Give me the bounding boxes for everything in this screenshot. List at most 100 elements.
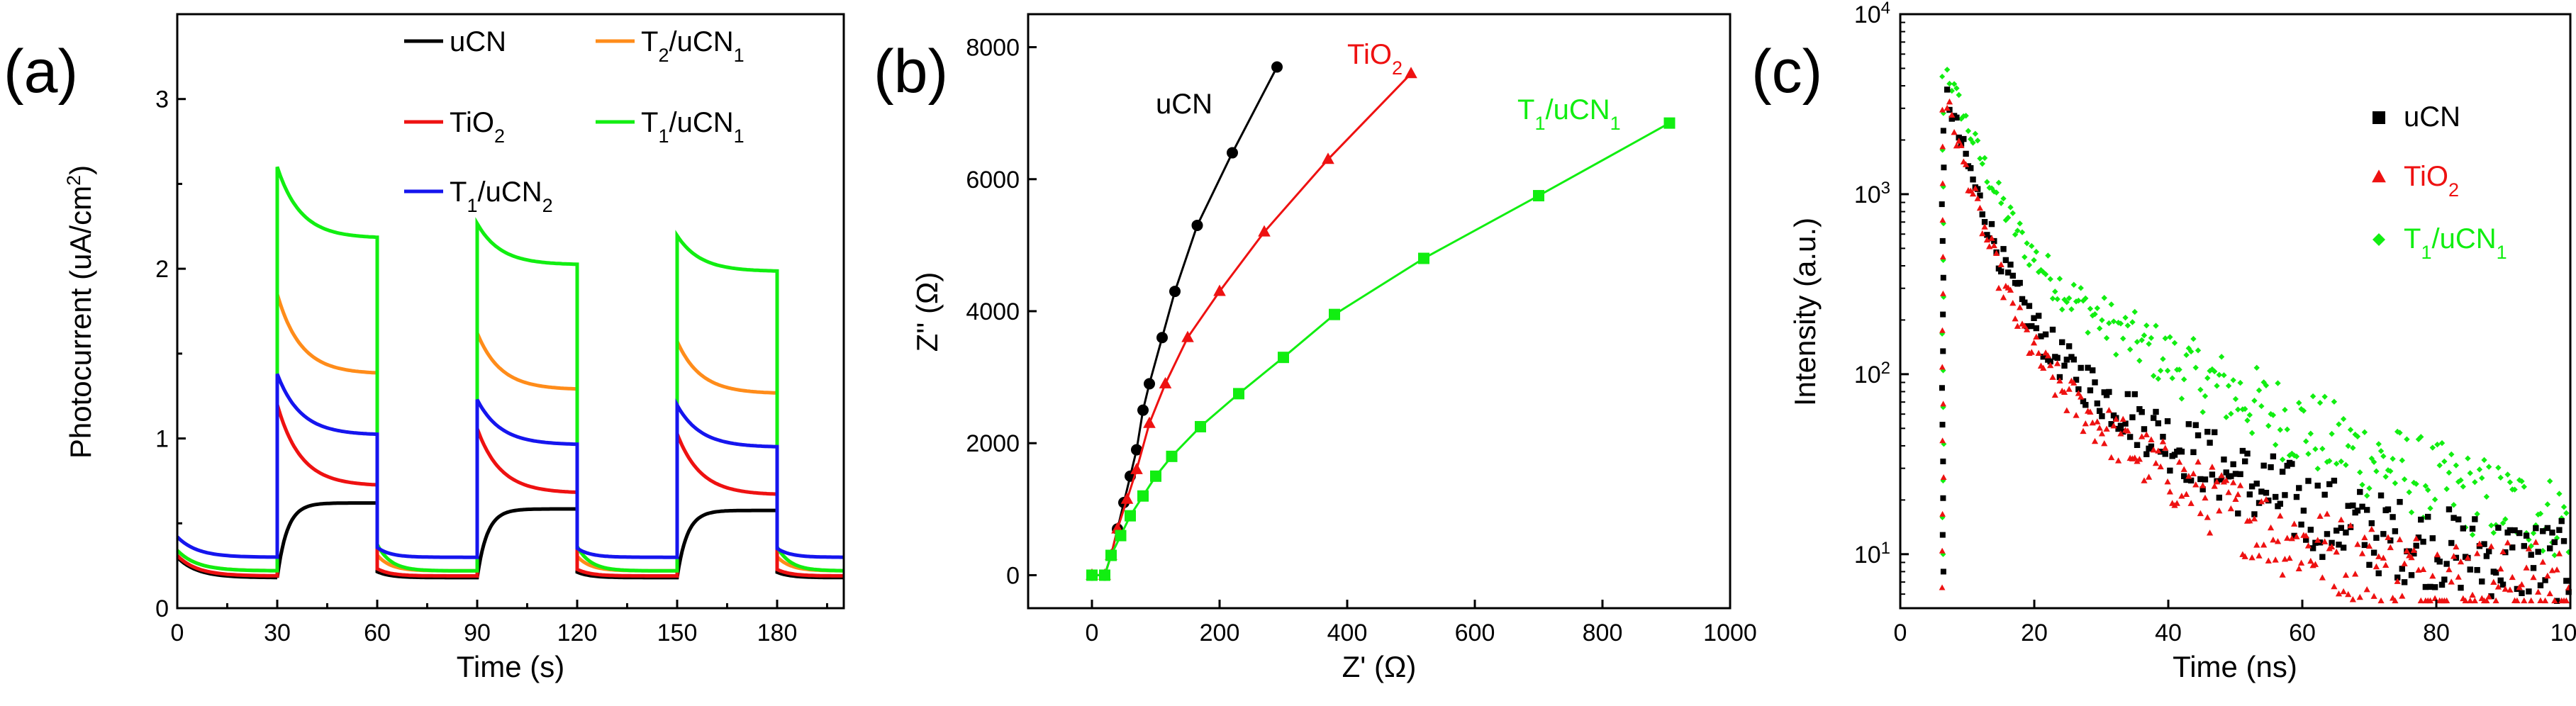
panel-c-point-uCN	[2467, 566, 2473, 573]
panel-c-point-uCN	[2385, 506, 2392, 512]
panel-c-point-TiO2	[2401, 560, 2408, 566]
panel-c-point-uCN	[2546, 545, 2553, 551]
panel-b-nyquist: (b) 0 200 400 600 800 1000 0 2000 4000 6000 8000 Z…	[874, 13, 1757, 683]
panel-c-point-uCN	[2411, 550, 2417, 557]
panel-c-point-uCN	[2253, 481, 2260, 487]
panel-c-point-TiO2	[2017, 304, 2024, 310]
panel-c-point-uCN	[2551, 539, 2558, 546]
panel-c-point-TiO2	[2297, 559, 2305, 566]
panel-c-point-uCN	[2427, 583, 2433, 590]
panel-c-point-T1/uCN1	[2282, 406, 2288, 413]
panel-c-point-T1/uCN1	[2499, 520, 2507, 527]
panel-c-point-uCN	[2148, 443, 2155, 450]
panel-c-point-TiO2	[2429, 572, 2436, 579]
panel-c-point-TiO2	[2087, 408, 2094, 415]
panel-c-point-T1/uCN1	[2331, 398, 2338, 405]
panel-c-point-TiO2	[2291, 520, 2298, 527]
panel-c-point-TiO2	[2352, 571, 2359, 577]
panel-c-point-TiO2	[1997, 261, 2005, 268]
panel-c-point-T1/uCN1	[2443, 486, 2450, 493]
panel-c-point-T1/uCN1	[2151, 373, 2157, 379]
panel-c-point-uCN	[2063, 357, 2070, 363]
label-text: T	[2404, 223, 2421, 254]
panel-c-point-TiO2	[2537, 597, 2544, 604]
panel-c-point-TiO2	[2523, 564, 2530, 571]
panel-c-point-uCN	[2007, 262, 2014, 268]
panel-c-point-TiO2	[2182, 491, 2190, 498]
panel-c-point-uCN	[2472, 516, 2478, 522]
panel-c-point-TiO2	[2195, 458, 2202, 465]
panel-c-point-T1/uCN1	[2099, 317, 2105, 323]
panel-c-point-TiO2	[2358, 550, 2366, 556]
panel-c-point-T1/uCN1	[2216, 371, 2223, 379]
panel-c-y-tick-exp: 1	[1881, 538, 1890, 557]
panel-c-point-uCN	[2239, 447, 2246, 454]
panel-c-point-TiO2	[2187, 500, 2195, 506]
panel-a-ylabel-part: Photocurrent (uA/cm	[64, 186, 97, 459]
panel-c-point-TiO2	[2365, 542, 2373, 549]
panel-b-series-label-T1/uCN1: T1/uCN1	[1517, 94, 1621, 134]
panel-c-point-TiO2	[2539, 559, 2546, 565]
panel-c-point-TiO2	[1939, 106, 1946, 113]
panel-b-x-tick-label: 0	[1086, 620, 1099, 646]
panel-c-point-TiO2	[2012, 315, 2019, 322]
panel-c-point-T1/uCN1	[2284, 426, 2290, 433]
panel-b-point-T1/uCN1	[1137, 490, 1149, 502]
panel-c-point-uCN	[2443, 561, 2450, 567]
panel-b-point-TiO2	[1159, 376, 1172, 388]
panel-c-point-TiO2	[2312, 561, 2319, 567]
panel-c-point-T1/uCN1	[2045, 252, 2051, 259]
panel-c-point-TiO2	[2274, 538, 2282, 544]
panel-c-point-TiO2	[2528, 597, 2535, 604]
panel-a-x-tick-label: 90	[464, 620, 491, 646]
panel-c-point-TiO2	[2490, 578, 2497, 585]
panel-c-point-TiO2	[2061, 388, 2068, 395]
panel-c-point-T1/uCN1	[2242, 405, 2248, 413]
panel-c-point-T1/uCN1	[2157, 367, 2164, 374]
panel-c-point-T1/uCN1	[2507, 479, 2514, 486]
panel-c-point-uCN	[2309, 545, 2316, 551]
panel-c-point-T1/uCN1	[2343, 461, 2349, 469]
panel-c-point-uCN	[2026, 303, 2033, 309]
panel-c-point-T1/uCN1	[2375, 441, 2382, 447]
panel-c-point-TiO2	[2462, 597, 2469, 604]
panel-c-point-TiO2	[1948, 111, 1956, 118]
panel-c-point-T1/uCN1	[2108, 301, 2114, 308]
panel-c-point-TiO2	[2197, 510, 2204, 517]
label-text: T	[641, 107, 658, 138]
panel-c-point-uCN	[1940, 128, 1946, 134]
panel-c-point-uCN	[2392, 528, 2399, 534]
panel-c-point-TiO2	[2399, 593, 2406, 599]
panel-c-point-T1/uCN1	[2289, 450, 2295, 457]
panel-c-point-uCN	[2108, 421, 2114, 427]
panel-c-series-TiO2	[1939, 98, 2572, 604]
panel-a-frame	[176, 13, 845, 610]
panel-c-xlabel: Time (ns)	[2173, 650, 2297, 683]
panel-c-point-TiO2	[2530, 573, 2537, 581]
panel-c-point-T1/uCN1	[2340, 415, 2347, 422]
panel-c-point-T1/uCN1	[2195, 347, 2202, 354]
panel-c-point-TiO2	[1974, 195, 1981, 201]
panel-c-point-uCN	[1988, 220, 1995, 228]
panel-c-point-T1/uCN1	[2024, 240, 2030, 247]
panel-c-point-TiO2	[2063, 407, 2070, 413]
panel-c-point-T1/uCN1	[2446, 469, 2453, 476]
panel-c-point-uCN	[2082, 402, 2089, 408]
panel-c-point-uCN	[2377, 492, 2385, 499]
panel-c-series	[1939, 67, 2572, 604]
panel-c-point-T1/uCN1	[2305, 451, 2312, 457]
panel-c-point-T1/uCN1	[1974, 138, 1981, 144]
panel-c-point-T1/uCN1	[2441, 458, 2448, 465]
panel-c-point-uCN	[2242, 458, 2248, 465]
panel-c-point-uCN	[2307, 527, 2314, 533]
panel-b-xlabel: Z' (Ω)	[1342, 650, 1417, 683]
panel-c-point-T1/uCN1	[2120, 335, 2126, 342]
panel-c-point-TiO2	[2030, 339, 2038, 346]
panel-c-point-uCN	[2124, 391, 2131, 398]
panel-c-point-T1/uCN1	[2540, 547, 2546, 554]
panel-b-point-TiO2	[1213, 284, 1226, 296]
panel-c-point-uCN	[2212, 429, 2218, 435]
panel-c-point-TiO2	[1969, 190, 1977, 197]
panel-c-point-TiO2	[2162, 444, 2169, 451]
panel-c-point-TiO2	[2354, 541, 2361, 547]
